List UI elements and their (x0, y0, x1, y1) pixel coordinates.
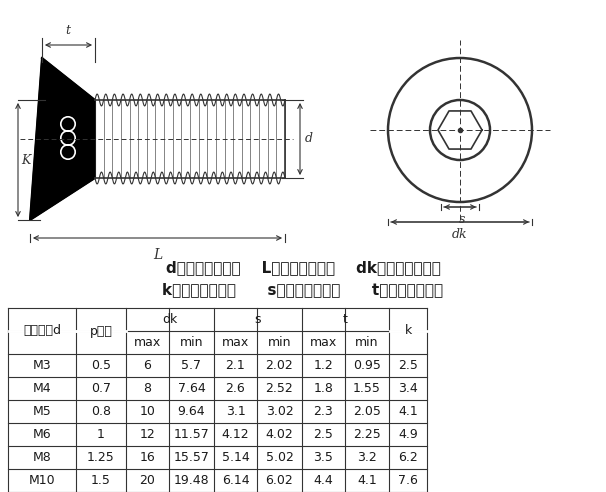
Text: 16: 16 (139, 451, 155, 464)
Text: M10: M10 (28, 474, 55, 487)
Text: 3.02: 3.02 (265, 405, 293, 418)
Text: min: min (268, 336, 291, 349)
Text: 2.52: 2.52 (265, 382, 293, 395)
Text: 8: 8 (144, 382, 152, 395)
Text: M4: M4 (33, 382, 52, 395)
Text: 11.57: 11.57 (174, 428, 210, 441)
Text: 0.95: 0.95 (353, 359, 381, 372)
Text: dk: dk (162, 313, 178, 326)
Text: max: max (310, 336, 337, 349)
Text: 2.5: 2.5 (398, 359, 418, 372)
Text: 4.4: 4.4 (314, 474, 333, 487)
Text: p螺距: p螺距 (90, 325, 113, 338)
Text: s: s (459, 213, 465, 226)
Text: 3.4: 3.4 (398, 382, 418, 395)
Text: min: min (180, 336, 203, 349)
Text: 1: 1 (97, 428, 105, 441)
Text: 3.1: 3.1 (225, 405, 245, 418)
Text: 6.2: 6.2 (398, 451, 418, 464)
Text: 0.7: 0.7 (91, 382, 111, 395)
Text: 6.14: 6.14 (222, 474, 249, 487)
Text: dk: dk (452, 228, 468, 241)
Text: 2.5: 2.5 (313, 428, 333, 441)
Text: min: min (355, 336, 379, 349)
Text: 2.25: 2.25 (353, 428, 381, 441)
Text: 6.02: 6.02 (265, 474, 293, 487)
Text: 4.1: 4.1 (398, 405, 418, 418)
Text: 1.25: 1.25 (87, 451, 115, 464)
Text: 3.5: 3.5 (313, 451, 333, 464)
Text: 4.02: 4.02 (265, 428, 293, 441)
Text: K: K (21, 154, 30, 166)
Text: 20: 20 (139, 474, 155, 487)
Text: 12: 12 (139, 428, 155, 441)
Text: 1.5: 1.5 (91, 474, 111, 487)
Text: max: max (222, 336, 249, 349)
Text: 0.8: 0.8 (91, 405, 111, 418)
Text: 7.64: 7.64 (178, 382, 205, 395)
Text: 1.55: 1.55 (353, 382, 381, 395)
Text: t: t (343, 313, 348, 326)
Text: k：代表头部厚度      s：代表六角对边      t：代表六角深度: k：代表头部厚度 s：代表六角对边 t：代表六角深度 (162, 282, 444, 298)
Text: 5.14: 5.14 (222, 451, 250, 464)
Polygon shape (30, 58, 95, 220)
Text: L: L (153, 248, 162, 262)
Text: 公称直径d: 公称直径d (23, 325, 61, 338)
Text: M6: M6 (33, 428, 52, 441)
Text: s: s (255, 313, 261, 326)
Text: 2.02: 2.02 (265, 359, 293, 372)
Text: 15.57: 15.57 (173, 451, 210, 464)
Text: k: k (404, 325, 411, 338)
Text: M3: M3 (33, 359, 52, 372)
Text: 1.2: 1.2 (314, 359, 333, 372)
Text: M8: M8 (33, 451, 52, 464)
Text: 4.1: 4.1 (357, 474, 377, 487)
Text: d: d (305, 132, 313, 146)
Text: 1.8: 1.8 (313, 382, 333, 395)
Text: 5.02: 5.02 (265, 451, 293, 464)
Text: 3.2: 3.2 (357, 451, 377, 464)
Text: 2.1: 2.1 (225, 359, 245, 372)
Text: 10: 10 (139, 405, 155, 418)
Text: 4.12: 4.12 (222, 428, 249, 441)
Text: 2.6: 2.6 (225, 382, 245, 395)
Text: 9.64: 9.64 (178, 405, 205, 418)
Text: t: t (65, 24, 70, 37)
Text: 7.6: 7.6 (398, 474, 418, 487)
Text: 19.48: 19.48 (174, 474, 209, 487)
Text: 2.3: 2.3 (314, 405, 333, 418)
Text: 6: 6 (144, 359, 152, 372)
Text: max: max (134, 336, 161, 349)
Text: 0.5: 0.5 (91, 359, 111, 372)
Text: d：代表螺纹直径    L：代表螺丝长度    dk：代表头部直径: d：代表螺纹直径 L：代表螺丝长度 dk：代表头部直径 (165, 260, 441, 276)
Text: 2.05: 2.05 (353, 405, 381, 418)
Text: 4.9: 4.9 (398, 428, 418, 441)
Text: M5: M5 (33, 405, 52, 418)
Text: 5.7: 5.7 (182, 359, 202, 372)
